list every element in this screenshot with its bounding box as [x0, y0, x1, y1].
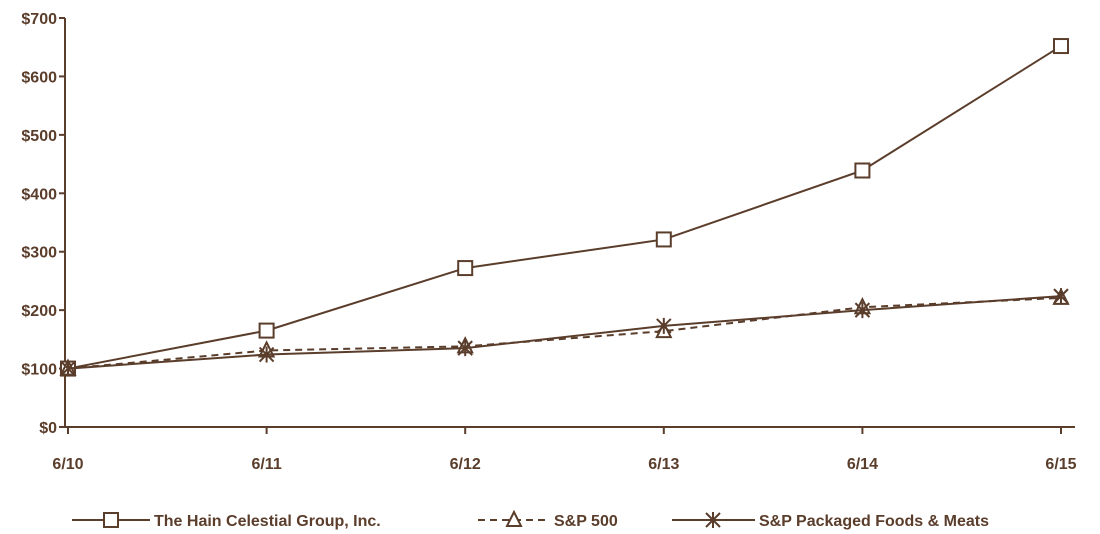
square-marker [103, 512, 119, 528]
x-tick-label: 6/12 [450, 456, 481, 473]
y-axis-ticks: $0 $100 $200 $300 $400 $500 $600 $700 [21, 11, 65, 437]
y-tick-label: $500 [21, 128, 57, 145]
y-tick-label: $600 [21, 69, 57, 86]
asterisk-marker [258, 346, 275, 363]
square-marker [854, 162, 871, 179]
y-tick-label: $400 [21, 186, 57, 203]
asterisk-marker [457, 340, 473, 357]
asterisk-marker [705, 512, 721, 528]
y-tick-label: $100 [21, 362, 57, 379]
legend-item: S&P Packaged Foods & Meats [672, 512, 989, 530]
y-tick-label: $200 [21, 303, 57, 320]
chart-legend: The Hain Celestial Group, Inc. S&P 500 S&P… [72, 509, 989, 530]
y-tick-label: $700 [21, 11, 57, 28]
asterisk-marker [1053, 288, 1069, 305]
series-asterisk [60, 288, 1069, 377]
y-tick-label: $0 [39, 420, 57, 437]
x-tick-label: 6/10 [52, 456, 83, 473]
legend-label: The Hain Celestial Group, Inc. [154, 513, 381, 530]
square-marker [655, 231, 672, 248]
series-square [60, 38, 1069, 377]
y-tick-label: $300 [21, 245, 57, 262]
x-tick-label: 6/13 [648, 456, 679, 473]
legend-item: S&P 500 [478, 509, 618, 530]
legend-item: The Hain Celestial Group, Inc. [72, 512, 381, 530]
legend-label: S&P Packaged Foods & Meats [759, 513, 989, 530]
asterisk-marker [854, 302, 871, 319]
asterisk-marker [60, 360, 76, 377]
series-line [67, 296, 1062, 370]
chart-series [59, 38, 1070, 377]
square-marker [457, 260, 474, 277]
x-tick-label: 6/11 [251, 456, 281, 473]
legend-label: S&P 500 [554, 513, 618, 530]
square-marker [258, 322, 275, 339]
series-triangle [59, 287, 1070, 376]
asterisk-marker [656, 317, 672, 334]
x-tick-label: 6/14 [847, 456, 878, 473]
chart-axes [64, 18, 1075, 428]
x-tick-label: 6/15 [1045, 456, 1076, 473]
triangle-marker [505, 509, 523, 527]
series-line [67, 295, 1062, 370]
x-axis-ticks: 6/10 6/11 6/12 6/13 6/14 6/15 [52, 427, 1077, 473]
square-marker [1053, 38, 1069, 55]
series-line [67, 45, 1062, 370]
